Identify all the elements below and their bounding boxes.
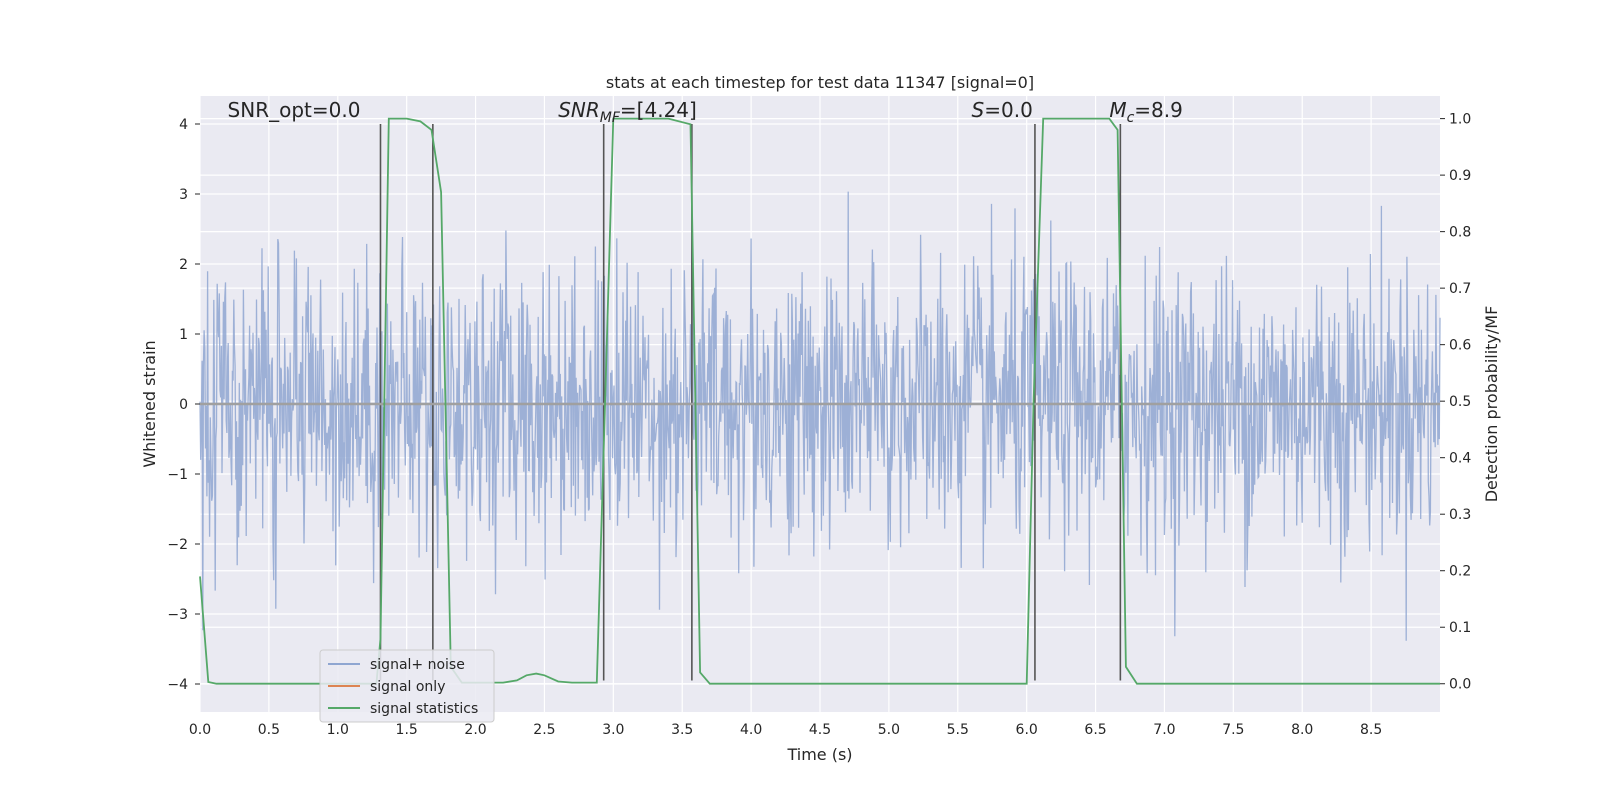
y-right-tick-label-5: 0.5 — [1449, 394, 1471, 410]
y-right-tick-label-4: 0.4 — [1449, 451, 1471, 467]
y-tick-label-3: −1 — [167, 467, 188, 483]
legend: signal+ noise signal only signal statist… — [319, 649, 495, 723]
x-tick-label-16: 8.0 — [1291, 722, 1313, 738]
y-right-tick-label-10: 1.0 — [1449, 112, 1471, 128]
x-tick-label-14: 7.0 — [1153, 722, 1175, 738]
x-tick-label-17: 8.5 — [1360, 722, 1382, 738]
y-right-tick-label-0: 0.0 — [1449, 677, 1471, 693]
y-tick-label-7: 3 — [179, 187, 188, 203]
x-tick-label-3: 1.5 — [396, 722, 418, 738]
y-right-tick-label-8: 0.8 — [1449, 225, 1471, 241]
annotations: SNR_opt=0.0 SNRMF=[4.24] S=0.0 Mc=8.9 — [228, 98, 1183, 126]
x-ticks: 0.0 0.5 1.0 1.5 2.0 2.5 3.0 3.5 4.0 4.5 5.0 5.5 6.0 6… — [189, 722, 1382, 738]
y-ticks-right: 0.0 0.1 0.2 0.3 0.4 0.5 0.6 0.7 0.8 0.9 1.0 — [1440, 112, 1471, 693]
y-tick-label-8: 4 — [179, 117, 188, 133]
signal-statistics-line — [199, 117, 1440, 685]
x-tick-label-1: 0.5 — [258, 722, 280, 738]
y-tick-label-5: 1 — [179, 327, 188, 343]
series-signal-noise — [199, 191, 1441, 641]
y-axis-label-right: Detection probability/MF — [1482, 306, 1501, 503]
x-tick-label-13: 6.5 — [1084, 722, 1106, 738]
x-tick-label-8: 4.0 — [740, 722, 762, 738]
y-right-tick-label-9: 0.9 — [1449, 168, 1471, 184]
legend-label-signal-only: signal only — [370, 679, 445, 695]
y-right-tick-label-7: 0.7 — [1449, 281, 1471, 297]
annotation-0: SNR_opt=0.0 — [228, 98, 361, 122]
y-tick-label-4: 0 — [179, 397, 188, 413]
x-tick-label-5: 2.5 — [533, 722, 555, 738]
annotation-3: Mc=8.9 — [1109, 98, 1183, 126]
x-tick-label-2: 1.0 — [327, 722, 349, 738]
y-right-tick-label-1: 0.1 — [1449, 620, 1471, 636]
y-tick-label-1: −3 — [167, 607, 188, 623]
x-axis-label: Time (s) — [786, 745, 852, 764]
y-right-tick-label-6: 0.6 — [1449, 338, 1471, 354]
annotation-2: S=0.0 — [972, 98, 1033, 122]
y-tick-label-0: −4 — [167, 677, 188, 693]
y-tick-label-6: 2 — [179, 257, 188, 273]
chart-title: stats at each timestep for test data 113… — [606, 73, 1034, 92]
y-right-tick-label-2: 0.2 — [1449, 564, 1471, 580]
x-tick-label-7: 3.5 — [671, 722, 693, 738]
series-signal-statistics — [199, 117, 1440, 685]
signal-noise-line — [199, 191, 1441, 641]
y-right-tick-label-3: 0.3 — [1449, 507, 1471, 523]
x-tick-label-10: 5.0 — [878, 722, 900, 738]
legend-label-signal-noise: signal+ noise — [370, 657, 465, 673]
legend-box — [319, 649, 495, 723]
x-tick-label-11: 5.5 — [947, 722, 969, 738]
x-tick-label-15: 7.5 — [1222, 722, 1244, 738]
x-tick-label-9: 4.5 — [809, 722, 831, 738]
x-tick-label-6: 3.0 — [602, 722, 624, 738]
y-tick-label-2: −2 — [167, 537, 188, 553]
x-tick-label-0: 0.0 — [189, 722, 211, 738]
y-ticks-left: −4 −3 −2 −1 0 1 2 3 4 — [167, 117, 200, 693]
x-tick-label-4: 2.0 — [464, 722, 486, 738]
annotation-1: SNRMF=[4.24] — [558, 98, 697, 126]
x-tick-label-12: 6.0 — [1016, 722, 1038, 738]
y-axis-label: Whitened strain — [140, 340, 159, 467]
legend-label-signal-statistics: signal statistics — [370, 701, 478, 717]
